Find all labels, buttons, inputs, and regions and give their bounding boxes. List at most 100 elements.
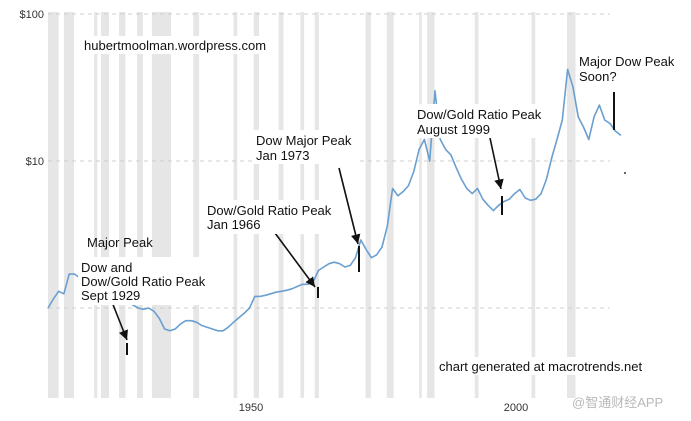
data-point bbox=[195, 321, 198, 323]
recession-band bbox=[531, 12, 536, 398]
annotation-1929-line2: Dow/Gold Ratio Peak bbox=[81, 274, 206, 289]
data-point bbox=[392, 187, 394, 190]
recession-band bbox=[151, 12, 172, 398]
data-point bbox=[365, 248, 367, 251]
data-point bbox=[264, 294, 266, 296]
data-point bbox=[190, 320, 192, 322]
data-point bbox=[370, 257, 372, 259]
stray-dot bbox=[624, 172, 626, 174]
data-point bbox=[604, 119, 606, 121]
data-point bbox=[73, 273, 76, 275]
recession-band bbox=[137, 12, 143, 398]
data-point bbox=[498, 204, 500, 206]
data-point bbox=[317, 269, 319, 272]
data-point bbox=[519, 188, 521, 191]
data-point bbox=[301, 283, 304, 285]
annotation-1929-line3: Sept 1929 bbox=[81, 288, 140, 303]
data-point bbox=[52, 298, 54, 300]
data-point bbox=[487, 204, 489, 206]
data-point bbox=[148, 307, 150, 309]
data-point bbox=[280, 290, 282, 292]
data-point bbox=[439, 138, 441, 141]
data-point bbox=[58, 290, 60, 292]
data-point bbox=[551, 157, 553, 159]
arrow-1966 bbox=[274, 232, 316, 288]
data-point bbox=[307, 283, 309, 285]
annotation-major-peak: Major Peak bbox=[87, 235, 153, 250]
data-point bbox=[434, 90, 436, 92]
watermark: @智通财经APP bbox=[572, 395, 663, 410]
annotation-arrows bbox=[111, 137, 504, 341]
data-point bbox=[407, 185, 410, 187]
recession-band bbox=[63, 12, 74, 398]
source-text: hubertmoolman.wordpress.com bbox=[84, 38, 266, 53]
data-point bbox=[275, 291, 277, 293]
data-point bbox=[529, 199, 532, 201]
data-point bbox=[164, 328, 166, 330]
recession-band bbox=[427, 12, 435, 398]
recession-band bbox=[101, 12, 109, 398]
annotation-1973-line1: Dow Major Peak bbox=[256, 133, 352, 148]
data-point bbox=[169, 330, 171, 332]
credit-text: chart generated at macrotrends.net bbox=[439, 359, 642, 374]
recession-band bbox=[365, 12, 371, 398]
data-point bbox=[153, 310, 155, 312]
x-tick-label-2000: 2000 bbox=[504, 402, 528, 414]
data-point bbox=[174, 328, 176, 330]
data-point bbox=[360, 239, 362, 241]
y-tick-label-100: $100 bbox=[20, 9, 44, 21]
data-point bbox=[349, 264, 351, 266]
data-point bbox=[291, 288, 293, 290]
data-point bbox=[227, 326, 229, 328]
data-point bbox=[593, 116, 595, 118]
data-point bbox=[582, 126, 585, 128]
x-tick-label-1950: 1950 bbox=[239, 402, 263, 414]
arrow-1973 bbox=[338, 167, 361, 245]
data-point bbox=[460, 178, 463, 180]
arrow-1999 bbox=[489, 137, 504, 190]
data-point bbox=[572, 86, 574, 88]
data-point bbox=[423, 138, 425, 141]
annotation-1999-line1: Dow/Gold Ratio Peak bbox=[417, 107, 542, 122]
data-point bbox=[248, 307, 251, 309]
data-point bbox=[556, 138, 558, 141]
data-point bbox=[47, 307, 49, 309]
data-point bbox=[540, 193, 542, 195]
data-point bbox=[471, 193, 473, 195]
annotation-1929-line1: Dow and bbox=[81, 260, 132, 275]
data-point bbox=[482, 198, 484, 200]
data-point bbox=[450, 154, 452, 156]
data-point bbox=[535, 198, 537, 200]
data-point bbox=[211, 328, 213, 330]
data-point bbox=[524, 197, 526, 199]
data-point bbox=[222, 330, 224, 332]
data-point bbox=[333, 261, 335, 263]
y-tick-label-10: $10 bbox=[26, 156, 44, 168]
data-point bbox=[142, 308, 144, 310]
data-point bbox=[185, 320, 187, 322]
data-point bbox=[609, 122, 611, 125]
data-point bbox=[233, 321, 235, 323]
recession-band bbox=[48, 12, 59, 398]
data-point bbox=[413, 170, 415, 172]
data-point bbox=[620, 134, 622, 136]
data-point bbox=[270, 293, 272, 295]
data-point bbox=[429, 160, 431, 162]
data-point bbox=[508, 198, 510, 200]
annotation-1966-line2: Jan 1966 bbox=[207, 217, 261, 232]
data-point bbox=[328, 263, 330, 265]
data-point bbox=[561, 119, 563, 121]
annotation-soon-line2: Soon? bbox=[579, 69, 617, 84]
recession-band bbox=[119, 12, 126, 398]
data-point bbox=[514, 193, 516, 195]
recession-band bbox=[474, 12, 479, 398]
data-point bbox=[386, 225, 388, 227]
data-point bbox=[296, 285, 298, 288]
data-point bbox=[344, 266, 346, 268]
data-point bbox=[354, 257, 357, 259]
annotation-soon-line1: Major Dow Peak bbox=[579, 54, 675, 69]
data-point bbox=[503, 200, 505, 203]
arrow-1929 bbox=[111, 301, 128, 341]
data-point bbox=[381, 246, 383, 248]
data-point bbox=[492, 210, 494, 212]
